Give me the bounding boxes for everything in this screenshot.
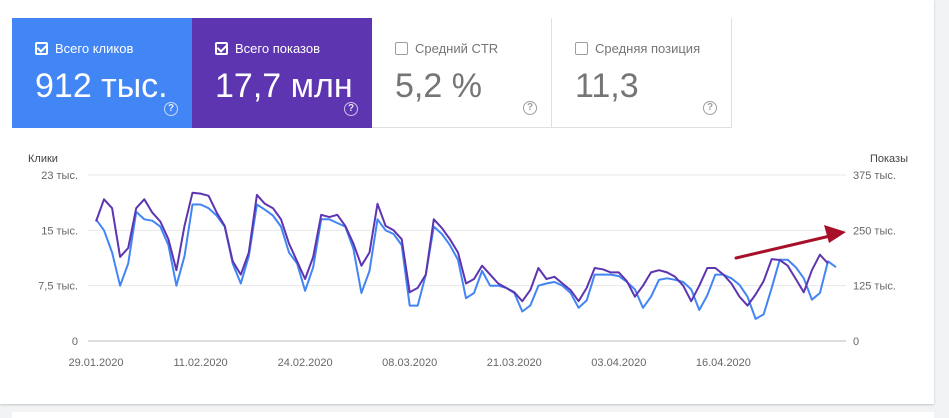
checkbox-icon[interactable] xyxy=(35,42,48,55)
left-axis-tick-label: 15 тыс. xyxy=(41,225,78,237)
x-axis-tick-label: 11.02.2020 xyxy=(173,357,227,369)
metric-label-row: Средняя позиция xyxy=(575,41,700,56)
metric-label-row: Всего показов xyxy=(215,41,320,56)
left-axis-tick-label: 0 xyxy=(72,336,78,348)
help-icon[interactable]: ? xyxy=(344,102,358,116)
checkbox-icon[interactable] xyxy=(395,42,408,55)
metric-total-impressions[interactable]: Всего показов 17,7 млн ? xyxy=(192,18,372,128)
performance-card: Всего кликов 912 тыс. ? Всего показов 17… xyxy=(0,0,934,404)
trend-arrow xyxy=(734,225,846,260)
metric-average-position[interactable]: Средняя позиция 11,3 ? xyxy=(552,18,732,128)
checkbox-icon[interactable] xyxy=(215,42,228,55)
x-axis: 29.01.2020 11.02.2020 24.02.2020 08.03.2020… xyxy=(68,357,750,369)
metric-value: 17,7 млн xyxy=(215,67,353,105)
right-axis-title: Показы xyxy=(870,153,908,165)
x-axis-tick-label: 03.04.2020 xyxy=(591,357,646,369)
x-axis-tick-label: 29.01.2020 xyxy=(68,357,123,369)
left-axis-title: Клики xyxy=(28,153,58,165)
help-icon[interactable]: ? xyxy=(523,101,537,115)
metric-average-ctr[interactable]: Средний CTR 5,2 % ? xyxy=(372,18,552,128)
metric-label: Всего кликов xyxy=(55,41,134,56)
left-axis-tick-label: 7,5 тыс. xyxy=(38,281,78,293)
impressions-series-line xyxy=(95,191,829,307)
clicks-series-line xyxy=(95,203,837,320)
chart-series xyxy=(95,191,837,320)
x-axis-tick-label: 16.04.2020 xyxy=(696,357,751,369)
x-axis-tick-label: 21.03.2020 xyxy=(487,357,542,369)
metric-value: 912 тыс. xyxy=(35,67,168,105)
help-icon[interactable]: ? xyxy=(703,101,717,115)
left-axis-tick-label: 23 тыс. xyxy=(41,170,78,182)
right-axis-tick-label: 125 тыс. xyxy=(853,281,896,293)
right-axis-tick-label: 0 xyxy=(853,336,859,348)
next-card-edge xyxy=(12,412,934,418)
right-axis-tick-label: 250 тыс. xyxy=(853,225,896,237)
metric-value: 11,3 xyxy=(575,67,639,105)
metric-label: Всего показов xyxy=(235,41,320,56)
checkbox-icon[interactable] xyxy=(575,42,588,55)
metric-label-row: Всего кликов xyxy=(35,41,133,56)
right-axis: 0 125 тыс. 250 тыс. 375 тыс. xyxy=(853,170,896,348)
right-axis-tick-label: 375 тыс. xyxy=(853,170,896,182)
trend-arrow-shaft xyxy=(734,234,832,260)
metric-label-row: Средний CTR xyxy=(395,41,498,56)
metric-total-clicks[interactable]: Всего кликов 912 тыс. ? xyxy=(12,18,192,128)
metric-label: Средняя позиция xyxy=(595,41,701,56)
metric-value: 5,2 % xyxy=(395,67,482,105)
metric-label: Средний CTR xyxy=(415,41,499,56)
chart-grid xyxy=(88,174,846,342)
performance-chart[interactable]: Клики Показы 0 7,5 тыс. 15 тыс. 23 тыс. 0 12… xyxy=(0,140,934,380)
left-axis: 0 7,5 тыс. 15 тыс. 23 тыс. xyxy=(38,170,78,348)
x-axis-tick-label: 24.02.2020 xyxy=(278,357,333,369)
help-icon[interactable]: ? xyxy=(164,102,178,116)
trend-arrow-head xyxy=(824,225,846,243)
x-axis-tick-label: 08.03.2020 xyxy=(382,357,437,369)
